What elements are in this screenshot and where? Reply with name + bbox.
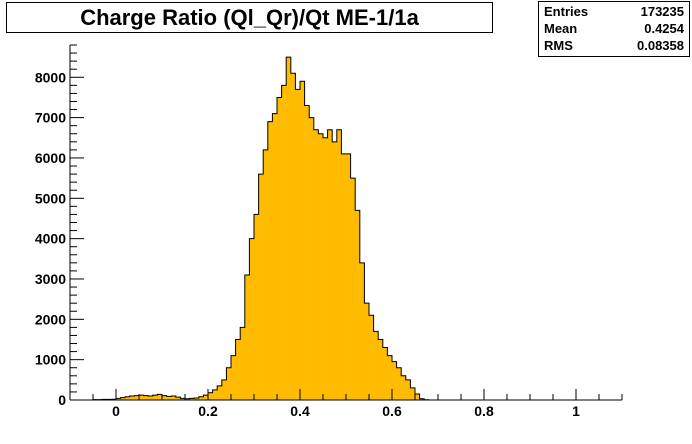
stats-entries-row: Entries 173235 (544, 3, 684, 20)
histogram-bar (157, 394, 163, 400)
y-tick-label: 6000 (35, 150, 66, 166)
chart-title: Charge Ratio (Ql_Qr)/Qt ME-1/1a (6, 2, 493, 33)
x-tick-label: 0.6 (382, 403, 402, 419)
histogram-bar (180, 398, 186, 400)
y-tick-label: 1000 (35, 352, 66, 368)
histogram-bar (382, 347, 388, 400)
histogram-bar (401, 375, 407, 400)
y-axis-ticks: 0 1000 2000 3000 4000 5000 6000 7000 8000 (35, 44, 84, 408)
y-tick-label: 0 (58, 392, 66, 408)
histogram-bar (350, 178, 356, 400)
histogram-bar (323, 137, 328, 400)
histogram-bar (254, 214, 259, 400)
histogram-bar (373, 331, 379, 400)
histogram-bar (116, 398, 121, 400)
histogram-bar (336, 129, 342, 400)
stats-rms-row: RMS 0.08358 (544, 37, 684, 54)
x-tick-label: 0.2 (198, 403, 218, 419)
histogram-bar (258, 174, 264, 400)
stats-mean-value: 0.4254 (644, 21, 684, 36)
stats-rms-label: RMS (544, 38, 573, 53)
histogram-bar (171, 395, 177, 400)
histogram-bar (203, 395, 209, 400)
histogram-bar (309, 117, 315, 400)
histogram-bar (143, 395, 149, 400)
histogram-bar (369, 315, 374, 400)
histogram-bar (392, 361, 397, 400)
histogram-bar (364, 303, 370, 400)
histogram-bars (93, 57, 430, 401)
y-tick-label: 5000 (35, 190, 66, 206)
histogram-bar (318, 133, 324, 400)
histogram-bar (231, 355, 236, 400)
histogram-bar (359, 262, 365, 400)
histogram-bar (410, 387, 416, 400)
stats-entries-value: 173235 (640, 4, 684, 19)
histogram-bar (134, 395, 140, 400)
histogram-bar (272, 113, 278, 401)
histogram-bar (120, 397, 126, 400)
histogram-bar (226, 367, 232, 400)
histogram-bar (217, 385, 223, 400)
histogram-bar (194, 397, 200, 400)
histogram-bar (286, 57, 292, 401)
histogram-bar (221, 379, 227, 400)
histogram-bar (396, 367, 402, 400)
histogram-bar (281, 85, 287, 400)
x-axis-ticks: 0 0.2 0.4 0.6 0.8 1 (69, 389, 623, 419)
histogram-bar (129, 395, 135, 400)
histogram-bar (290, 73, 296, 400)
histogram-bar (244, 274, 250, 400)
histogram-bar (304, 105, 310, 401)
histogram-bar (152, 395, 158, 400)
histogram-bar (162, 395, 167, 400)
y-tick-label: 3000 (35, 271, 66, 287)
histogram-bar (208, 392, 213, 400)
histogram-outline (92, 56, 430, 401)
histogram-bar (189, 398, 195, 400)
histogram-bar (313, 129, 319, 400)
histogram-bar (166, 396, 172, 400)
histogram-bar (327, 129, 333, 400)
x-tick-label: 0.4 (290, 403, 310, 419)
histogram-bar (139, 395, 144, 400)
histogram-bar (240, 327, 246, 400)
y-tick-label: 8000 (35, 69, 66, 85)
histogram-bar (235, 339, 241, 400)
histogram-bar (300, 81, 305, 400)
histogram-bar (185, 398, 190, 400)
histogram-bar (355, 210, 361, 400)
histogram-bar (341, 153, 347, 400)
histogram-bar (387, 355, 393, 400)
stats-box: Entries 173235 Mean 0.4254 RMS 0.08358 (538, 1, 690, 57)
histogram-bar (263, 149, 269, 400)
x-tick-label: 0.8 (474, 403, 494, 419)
x-tick-label: 0 (112, 403, 120, 419)
stats-mean-row: Mean 0.4254 (544, 20, 684, 37)
x-tick-label: 1 (572, 403, 580, 419)
histogram-bar (295, 89, 301, 400)
histogram-bar (332, 141, 338, 400)
histogram-bar (175, 397, 181, 400)
histogram-bar (212, 389, 218, 400)
histogram-bar (198, 396, 204, 400)
histogram-bar (415, 393, 420, 400)
histogram-bar (419, 398, 425, 400)
histogram-bar (267, 121, 273, 400)
stats-rms-value: 0.08358 (637, 38, 684, 53)
histogram-bar (277, 97, 282, 401)
stats-mean-label: Mean (544, 21, 578, 36)
histogram-bar (405, 379, 411, 400)
y-tick-label: 4000 (35, 231, 66, 247)
y-tick-label: 7000 (35, 110, 66, 126)
histogram-bar (346, 153, 351, 400)
histogram-bar (249, 238, 255, 400)
y-tick-label: 2000 (35, 311, 66, 327)
stats-entries-label: Entries (544, 4, 589, 19)
histogram-bar (125, 396, 131, 400)
histogram-bar (148, 395, 154, 400)
histogram-bar (378, 339, 384, 400)
